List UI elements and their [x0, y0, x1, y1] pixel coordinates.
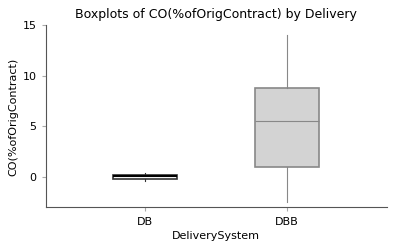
- PathPatch shape: [113, 175, 177, 179]
- PathPatch shape: [255, 88, 319, 167]
- Title: Boxplots of CO(%ofOrigContract) by Delivery: Boxplots of CO(%ofOrigContract) by Deliv…: [75, 8, 357, 21]
- Y-axis label: CO(%ofOrigContract): CO(%ofOrigContract): [8, 57, 18, 176]
- X-axis label: DeliverySystem: DeliverySystem: [172, 231, 260, 241]
